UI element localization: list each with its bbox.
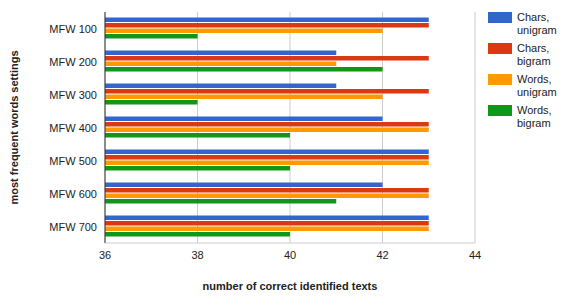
bar [105,100,198,105]
legend-swatch [488,12,512,23]
y-tick-label: MFW 400 [49,122,97,134]
y-tick-label: MFW 200 [49,56,97,68]
bar [105,84,336,89]
y-tick-label: MFW 100 [49,23,97,35]
bar [105,34,198,39]
bar [105,166,290,171]
bar [105,155,429,160]
legend-line: Chars, [517,11,549,23]
bar [105,194,429,199]
grid-line [475,12,476,243]
bar [105,95,383,100]
legend-label: Words,unigram [517,73,557,98]
x-axis-title: number of correct identified texts [203,280,378,292]
y-tick-label: MFW 300 [49,89,97,101]
x-tick-label: 40 [284,249,296,261]
bar [105,183,383,188]
legend-line: Words, [517,73,552,85]
y-tick-label: MFW 700 [49,221,97,233]
bar [105,232,290,237]
bar [105,67,383,72]
legend-line: Words, [517,104,552,116]
y-axis-title: most frequent words settings [8,50,20,204]
bar [105,51,336,56]
bar [105,89,429,94]
bar [105,117,383,122]
bar [105,23,429,28]
legend-line: bigram [517,55,551,67]
bar [105,199,336,204]
legend-line: Chars, [517,42,549,54]
y-axis-line [105,12,106,243]
bar [105,62,336,67]
chart: 36 38 40 42 44 MFW 100 MFW 200 MFW 300 MFW 400 MF… [0,0,582,305]
bar [105,133,290,138]
bar [105,216,429,221]
bar [105,227,429,232]
bar [105,56,429,61]
x-tick-label: 44 [469,249,481,261]
x-tick-label: 38 [191,249,203,261]
x-tick-label: 42 [376,249,388,261]
legend-swatch [488,43,512,54]
bar [105,18,429,23]
x-axis-line [105,243,475,244]
legend-label: Chars,bigram [517,42,551,67]
legend-line: bigram [517,117,551,129]
bars [105,18,429,237]
y-tick-label: MFW 600 [49,188,97,200]
y-tick-label: MFW 500 [49,155,97,167]
x-tick-label: 36 [99,249,111,261]
legend-line: unigram [517,24,557,36]
bar [105,221,429,226]
legend-swatch [488,105,512,116]
grid-line [105,12,106,243]
legend-label: Chars,unigram [517,11,557,36]
bar [105,188,429,193]
bar [105,122,429,127]
bar [105,161,429,166]
bar [105,128,429,133]
legend-swatch [488,74,512,85]
legend-line: unigram [517,86,557,98]
bar [105,29,383,34]
bar [105,150,429,155]
legend-label: Words,bigram [517,104,552,129]
